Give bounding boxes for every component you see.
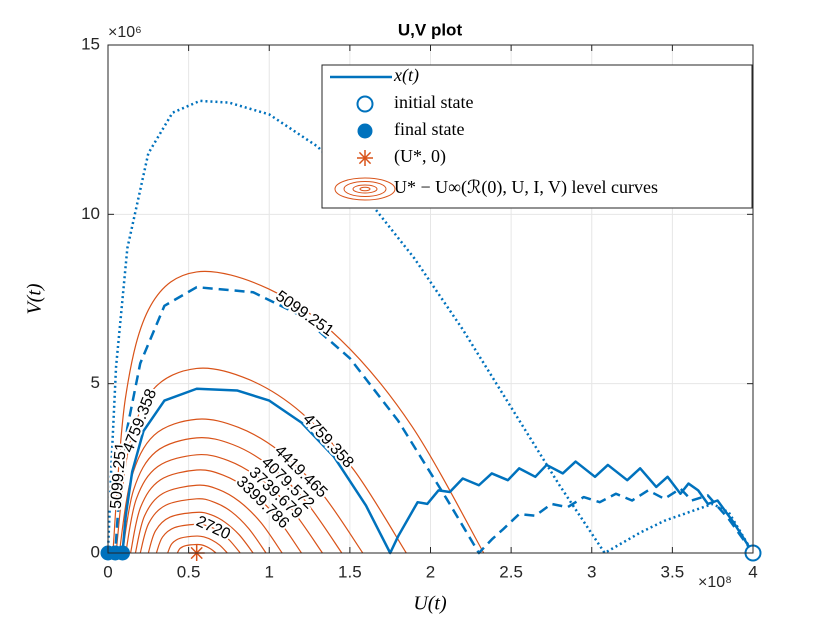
legend-equilibrium-marker	[357, 150, 373, 166]
y-tick-label: 10	[81, 204, 100, 223]
level-curve	[147, 511, 254, 554]
x-tick-label: 2.5	[499, 562, 523, 581]
star-stroke	[358, 151, 372, 165]
legend-box	[321, 64, 753, 209]
x-axis-label: U(t)	[413, 593, 447, 615]
level-curve	[176, 543, 217, 554]
level-curve	[121, 437, 343, 554]
legend: x(t) initial state final state (U*, 0) U* − …	[321, 64, 753, 209]
legend-label: initial state	[394, 92, 473, 112]
level-curve	[112, 270, 485, 554]
level-curve	[167, 535, 228, 554]
legend-label: final state	[394, 119, 464, 139]
x-tick-label: 3.5	[661, 562, 685, 581]
legend-final-marker	[357, 123, 373, 139]
y-exponent: ×10⁶	[108, 24, 142, 41]
x-tick-label: 0	[103, 562, 112, 581]
x-exponent: ×10⁸	[698, 574, 732, 591]
y-tick-label: 15	[81, 34, 100, 53]
legend-initial-marker	[356, 95, 374, 113]
x-tick-label: 1	[265, 562, 274, 581]
level-curve	[115, 367, 407, 554]
level-curve	[134, 484, 283, 554]
y-axis-label: V(t)	[24, 283, 46, 314]
x-tick-label: 0.5	[177, 562, 201, 581]
x-tick-label: 4	[748, 562, 757, 581]
y-tick-label: 0	[91, 542, 100, 561]
legend-contour-icon	[334, 177, 396, 201]
level-curve	[129, 469, 302, 554]
level-curve	[155, 523, 241, 554]
legend-label: x(t)	[393, 65, 419, 86]
chart-title: U,V plot	[398, 20, 463, 39]
x-tick-label: 3	[587, 562, 596, 581]
level-curve	[125, 453, 323, 554]
legend-contour-icon	[359, 186, 371, 192]
trajectory	[114, 285, 755, 555]
y-tick-label: 5	[91, 373, 100, 392]
x-tick-label: 1.5	[338, 562, 362, 581]
trajectory	[121, 387, 755, 555]
legend-contour-icon	[352, 184, 378, 194]
legend-label: (U*, 0)	[394, 146, 446, 167]
x-tick-label: 2	[426, 562, 435, 581]
legend-contour-icon	[343, 181, 387, 197]
level-curve	[139, 498, 267, 554]
legend-label: U* − U∞(ℛ(0), U, I, V) level curves	[394, 177, 658, 198]
